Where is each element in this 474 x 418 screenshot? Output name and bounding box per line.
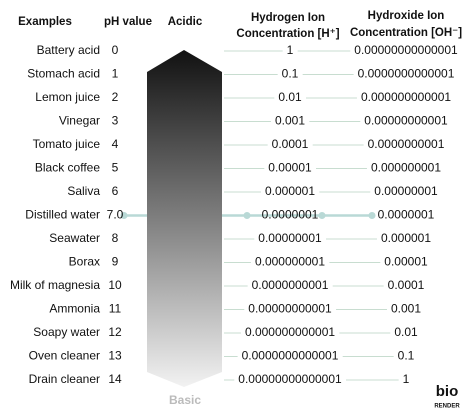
ph-value: 13 bbox=[108, 349, 122, 363]
header-hydrogen: Concentration [H⁺] bbox=[236, 28, 339, 40]
header-hydroxide: Concentration [OH⁻] bbox=[350, 27, 462, 39]
header-examples: Examples bbox=[18, 16, 72, 28]
example: Battery acid bbox=[37, 43, 100, 57]
neutral-dot bbox=[318, 212, 326, 219]
oh-concentration: 1 bbox=[403, 372, 410, 386]
neutral-dot bbox=[243, 212, 251, 219]
logo: RENDER bbox=[434, 404, 460, 410]
example: Soapy water bbox=[33, 325, 100, 339]
ph-value: 10 bbox=[108, 278, 122, 292]
oh-concentration: 0.000000001 bbox=[371, 161, 441, 175]
header-hydrogen: Hydrogen Ion bbox=[251, 12, 325, 24]
h-concentration: 0.00001 bbox=[268, 161, 312, 175]
ph-value: 1 bbox=[112, 67, 119, 81]
ph-value: 8 bbox=[112, 231, 119, 245]
logo: bio bbox=[436, 383, 459, 400]
oh-concentration: 0.0001 bbox=[388, 278, 425, 292]
oh-concentration: 0.00000000000001 bbox=[354, 43, 458, 57]
h-concentration: 0.000000000001 bbox=[245, 325, 335, 339]
neutral-dot bbox=[120, 212, 128, 219]
basic-label: Basic bbox=[169, 393, 201, 407]
example: Drain cleaner bbox=[29, 372, 100, 386]
h-concentration: 0.1 bbox=[282, 67, 299, 81]
h-concentration: 0.00000001 bbox=[258, 231, 322, 245]
ph-value: 7.0 bbox=[107, 208, 124, 222]
ph-value: 14 bbox=[108, 372, 122, 386]
oh-concentration: 0.1 bbox=[398, 349, 415, 363]
h-concentration: 0.00000000001 bbox=[248, 302, 332, 316]
oh-concentration: 0.0000000000001 bbox=[358, 67, 455, 81]
ph-value: 9 bbox=[112, 255, 119, 269]
oh-concentration: 0.00001 bbox=[384, 255, 428, 269]
header-acidic: Acidic bbox=[168, 16, 203, 28]
connector-lines bbox=[120, 50, 399, 381]
oh-concentration: 0.0000001 bbox=[378, 208, 435, 222]
header-ph: pH value bbox=[104, 16, 152, 28]
oh-concentration: 0.000000000001 bbox=[361, 90, 451, 104]
rows: Battery acid 0 1 0.00000000000001 Stomach ac… bbox=[10, 43, 458, 386]
h-concentration: 1 bbox=[287, 43, 294, 57]
oh-concentration: 0.00000001 bbox=[374, 184, 438, 198]
h-concentration: 0.000001 bbox=[265, 184, 315, 198]
oh-concentration: 0.01 bbox=[394, 325, 418, 339]
h-concentration: 0.0000000000001 bbox=[242, 349, 339, 363]
h-concentration: 0.001 bbox=[275, 114, 305, 128]
h-concentration: 0.0000001 bbox=[262, 208, 319, 222]
neutral-dot bbox=[368, 212, 376, 219]
ph-value: 0 bbox=[112, 43, 119, 57]
oh-concentration: 0.001 bbox=[391, 302, 421, 316]
example: Vinegar bbox=[59, 114, 100, 128]
ph-value: 5 bbox=[112, 161, 119, 175]
header-hydroxide: Hydroxide Ion bbox=[368, 10, 445, 22]
h-concentration: 0.01 bbox=[278, 90, 302, 104]
oh-concentration: 0.00000000001 bbox=[364, 114, 448, 128]
ph-value: 3 bbox=[112, 114, 119, 128]
oh-concentration: 0.000001 bbox=[381, 231, 431, 245]
example: Borax bbox=[69, 255, 100, 269]
example: Stomach acid bbox=[27, 67, 100, 81]
h-concentration: 0.0001 bbox=[272, 137, 309, 151]
example: Distilled water bbox=[25, 208, 100, 222]
h-concentration: 0.000000001 bbox=[255, 255, 325, 269]
ph-arrow bbox=[147, 50, 222, 387]
ph-value: 12 bbox=[108, 325, 122, 339]
example: Milk of magnesia bbox=[10, 278, 100, 292]
example: Saliva bbox=[67, 184, 100, 198]
example: Black coffee bbox=[35, 161, 100, 175]
ph-value: 11 bbox=[109, 302, 122, 316]
example: Ammonia bbox=[49, 302, 100, 316]
h-concentration: 0.00000000000001 bbox=[238, 372, 342, 386]
example: Lemon juice bbox=[35, 90, 100, 104]
example: Tomato juice bbox=[33, 137, 101, 151]
ph-value: 4 bbox=[112, 137, 119, 151]
example: Seawater bbox=[49, 231, 100, 245]
ph-value: 6 bbox=[112, 184, 119, 198]
ph-value: 2 bbox=[112, 90, 119, 104]
h-concentration: 0.0000000001 bbox=[252, 278, 329, 292]
oh-concentration: 0.0000000001 bbox=[368, 137, 445, 151]
example: Oven cleaner bbox=[29, 349, 100, 363]
